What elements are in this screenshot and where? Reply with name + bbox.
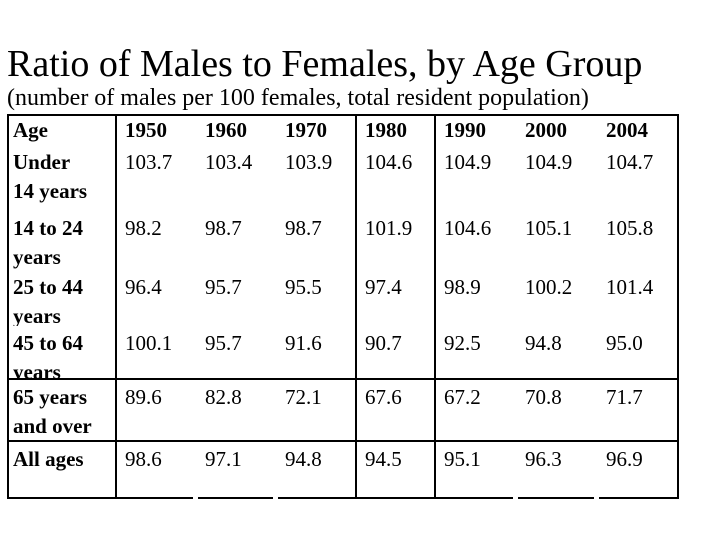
column-header-2004: 2004 [606, 118, 648, 142]
border-gap-artifact [513, 497, 518, 499]
table-cell: 104.9 [444, 150, 492, 174]
table-cell: 96.4 [125, 275, 162, 299]
column-header-2000: 2000 [525, 118, 567, 142]
row-label-14-to-24: 14 to 24 years [9, 211, 117, 270]
table-cell: 96.3 [525, 447, 562, 471]
table-cell: 90.7 [357, 326, 436, 380]
border-gap-artifact [594, 497, 599, 499]
slide-title: Ratio of Males to Females, by Age Group [7, 43, 643, 85]
table-cell: 94.8 [277, 442, 357, 497]
table-cell: 91.6 [277, 326, 357, 380]
table-cell: 95.7 [197, 326, 277, 380]
column-header-1950: 1950 [125, 118, 167, 142]
border-gap-artifact [273, 497, 278, 499]
table-cell: 97.1 [205, 447, 242, 471]
table-cell: 101.4 [606, 275, 654, 299]
table-cell: 98.7 [205, 216, 242, 240]
table-cell: 103.7 [125, 150, 173, 174]
table-cell: 94.5 [357, 442, 436, 497]
table-cell: 95.5 [277, 270, 357, 326]
column-header-1960: 1960 [205, 118, 247, 142]
row-label-25-to-44: 25 to 44 years [9, 270, 117, 326]
table-cell: 92.5 [436, 326, 517, 380]
table-cell: 98.7 [277, 211, 357, 270]
table-cell: 98.6 [125, 447, 162, 471]
table-cell: 105.8 [606, 216, 654, 240]
row-label-all-ages: All ages [9, 442, 117, 497]
table-cell: 104.9 [525, 150, 573, 174]
ratio-table: Age 1950 1960 1970 1980 1990 2000 2004 U… [7, 114, 679, 499]
table-cell: 89.6 [117, 380, 197, 442]
table-cell: 100.2 [525, 275, 573, 299]
table-cell: 67.6 [357, 380, 436, 442]
slide-subtitle: (number of males per 100 females, total … [7, 85, 589, 111]
table-cell: 103.9 [277, 145, 357, 211]
table-cell: 95.0 [598, 326, 677, 380]
table-cell: 82.8 [197, 380, 277, 442]
table-cell: 94.8 [517, 326, 598, 380]
table-cell: 105.1 [525, 216, 573, 240]
table-cell: 95.1 [444, 447, 481, 471]
row-label-under-14: Under 14 years [9, 145, 117, 211]
table-cell: 101.9 [357, 211, 436, 270]
table-cell: 95.7 [205, 275, 242, 299]
column-header-1980: 1980 [357, 116, 436, 145]
table-cell: 72.1 [277, 380, 357, 442]
column-header-age: Age [9, 116, 117, 145]
column-header-1990: 1990 [444, 118, 486, 142]
table-cell: 104.7 [606, 150, 654, 174]
table-cell: 98.2 [125, 216, 162, 240]
table-cell: 104.6 [444, 216, 492, 240]
table-cell: 103.4 [205, 150, 253, 174]
table-cell: 71.7 [598, 380, 677, 442]
table-cell: 97.4 [357, 270, 436, 326]
row-label-45-to-64: 45 to 64 years [9, 326, 117, 380]
column-header-1970: 1970 [277, 116, 357, 145]
table-cell: 70.8 [517, 380, 598, 442]
table-cell: 100.1 [117, 326, 197, 380]
border-gap-artifact [193, 497, 198, 499]
table-cell: 96.9 [606, 447, 643, 471]
row-label-65-and-over: 65 years and over [9, 380, 117, 442]
table-cell: 98.9 [444, 275, 481, 299]
table-cell: 104.6 [357, 145, 436, 211]
table-cell: 67.2 [436, 380, 517, 442]
